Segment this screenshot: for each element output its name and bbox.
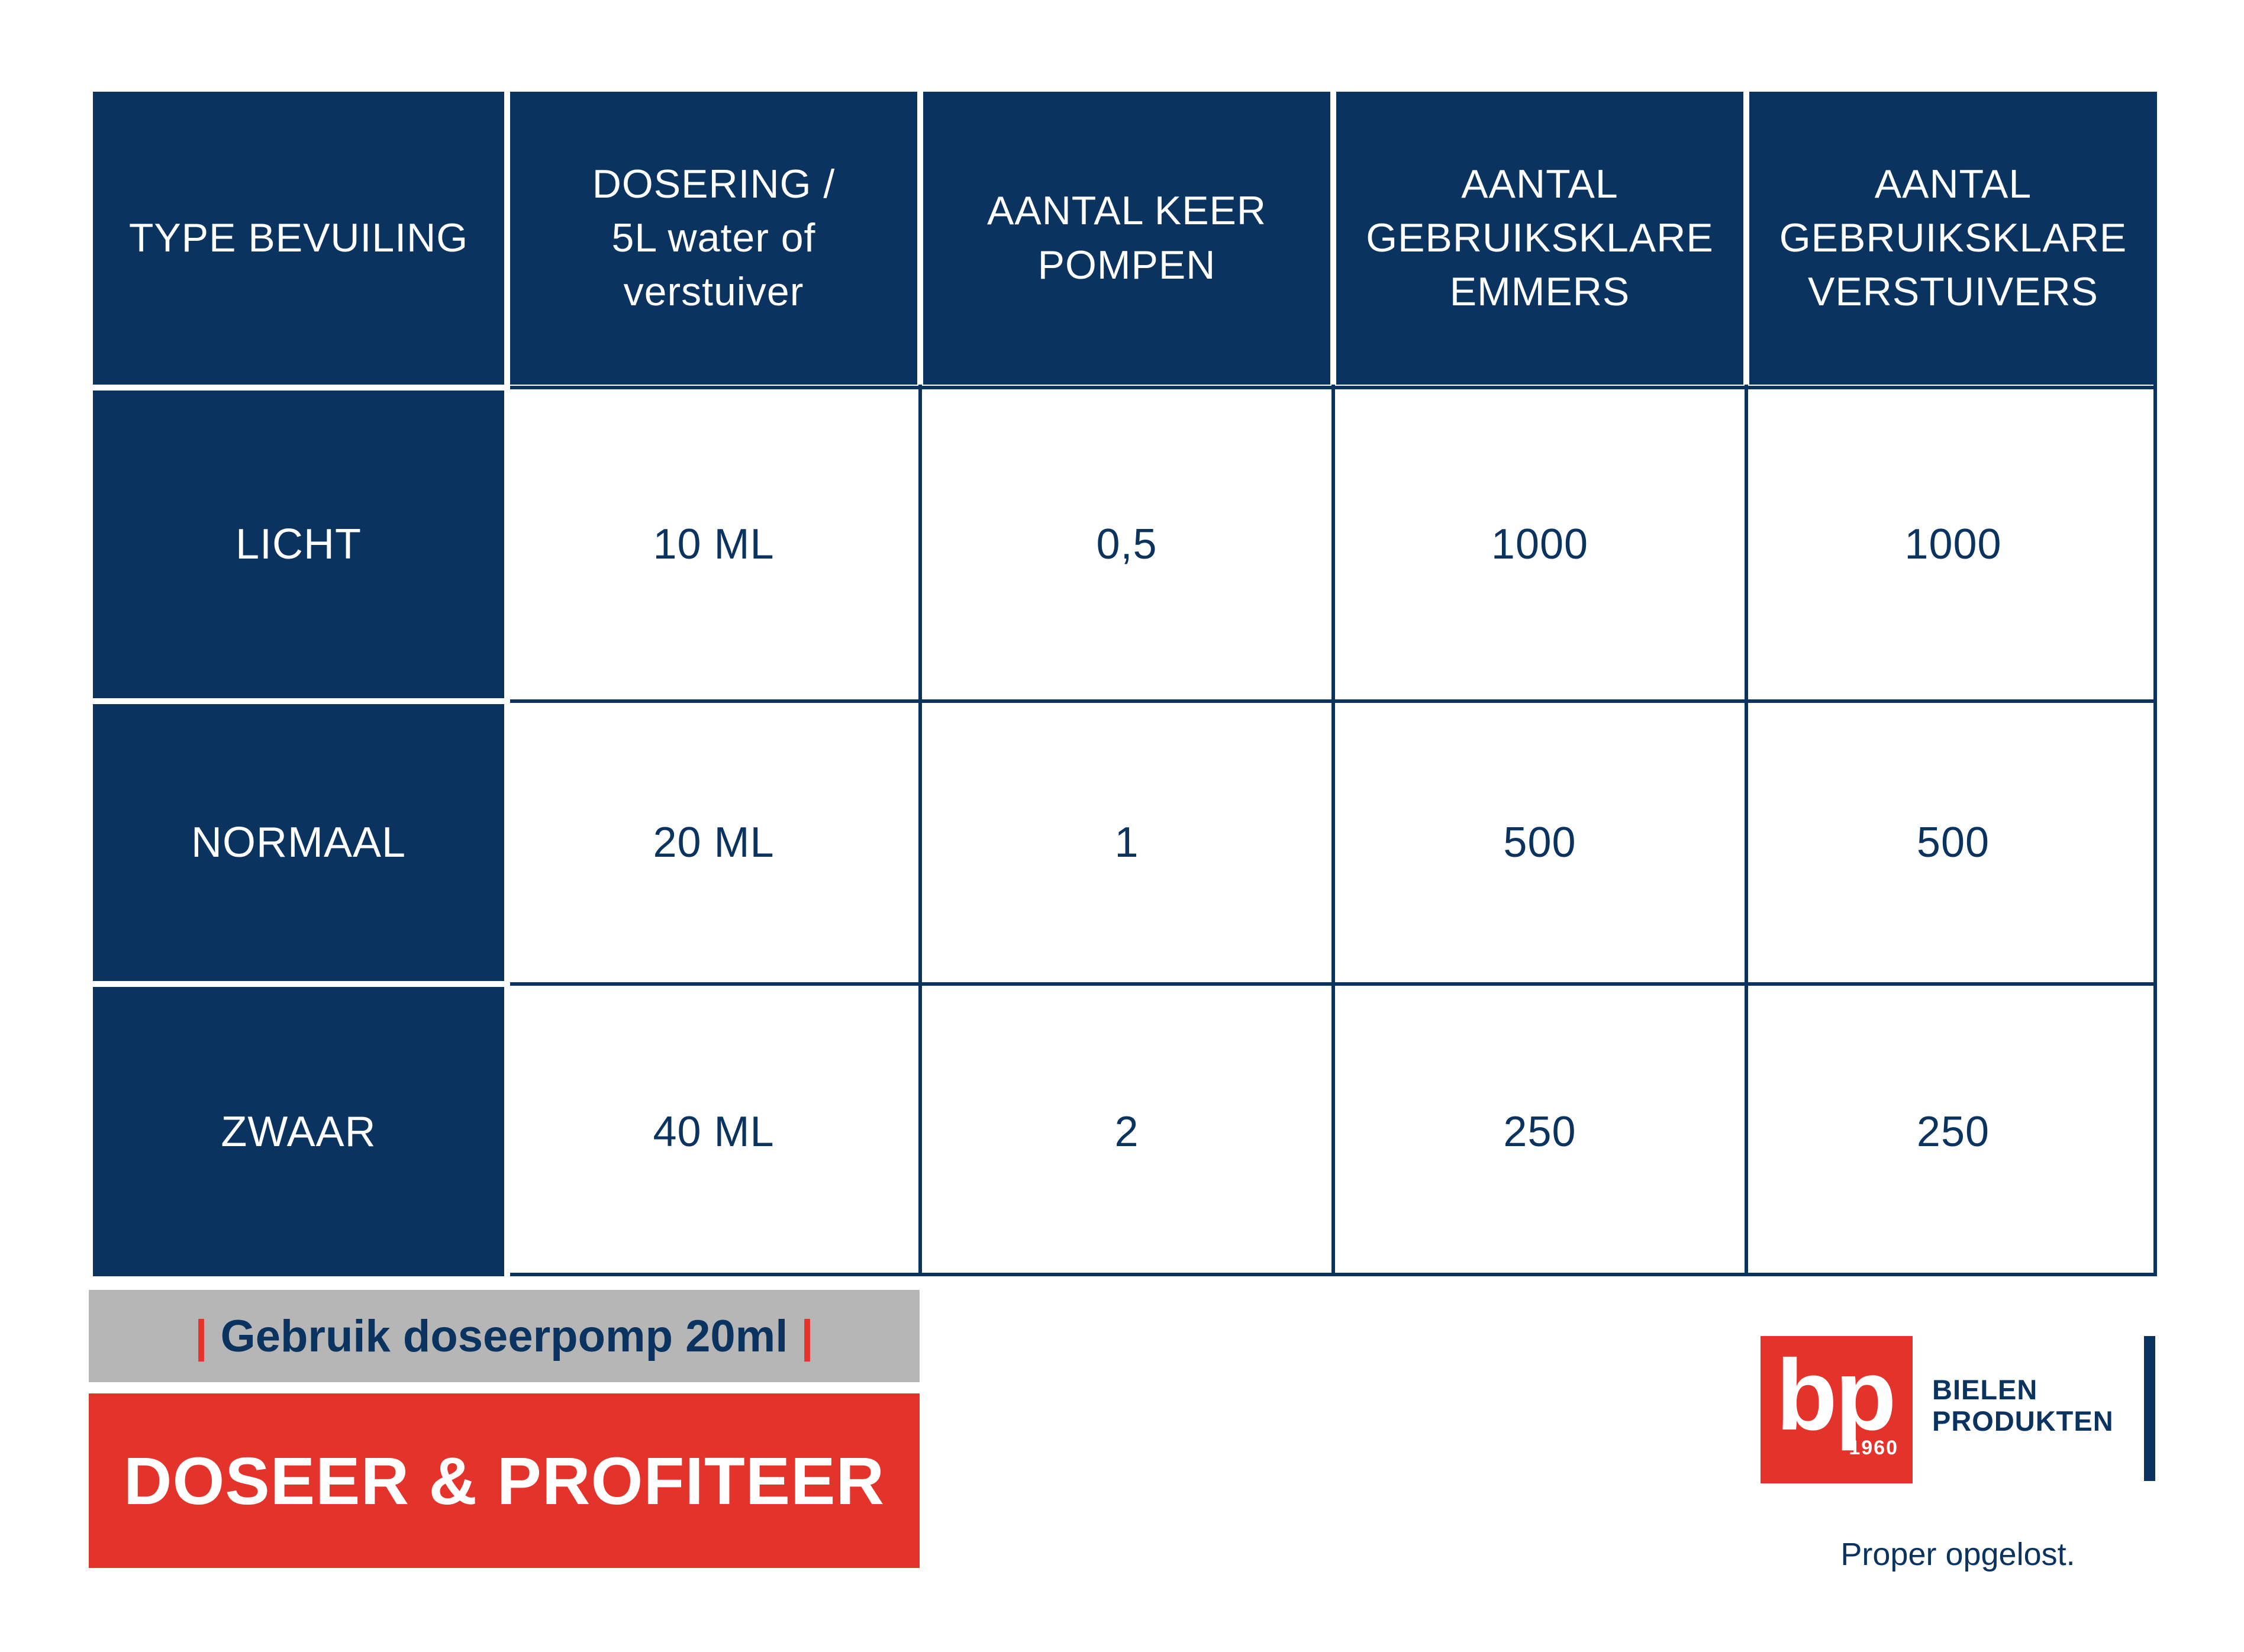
bp-logo: bp 1960 [1761,1336,1913,1483]
cell-zwaar-verstuivers: 250 [1749,987,2157,1276]
table-grid-line-vertical [918,385,922,1276]
table-grid-line-vertical [2153,385,2157,1276]
header-label: AANTAL GEBRUIKSKLARE VERSTUIVERS [1779,161,2127,315]
cell-value: 20 ML [653,819,775,866]
header-label: AANTAL KEER POMPEN [986,188,1267,288]
cell-value: 1000 [1904,521,2002,568]
red-pipe-right: | [801,1311,814,1361]
cell-licht-emmers: 1000 [1336,391,1743,698]
row-header-normaal: NORMAAL [93,704,504,981]
header-label: TYPE BEVUILING [128,215,469,260]
pump-note-banner: | Gebruik doseerpomp 20ml | [89,1290,920,1382]
cell-value: 2 [1114,1108,1139,1156]
cell-value: 1000 [1491,521,1589,568]
cell-zwaar-dosering: 40 ML [510,987,917,1276]
header-cell-aantal-keer-pompen: AANTAL KEER POMPEN [923,92,1330,385]
company-tagline: Proper opgelost. [1840,1537,2075,1572]
cell-zwaar-emmers: 250 [1336,987,1743,1276]
cell-normaal-pompen: 1 [923,704,1330,981]
cell-value: 500 [1916,819,1990,866]
red-pipe-left: | [195,1311,208,1361]
row-label: ZWAAR [221,1108,376,1156]
cell-normaal-emmers: 500 [1336,704,1743,981]
cell-value: 0,5 [1096,521,1158,568]
header-cell-gebruiksklare-emmers: AANTAL GEBRUIKSKLARE EMMERS [1336,92,1743,385]
row-header-zwaar: ZWAAR [93,987,504,1276]
slogan-banner: DOSEER & PROFITEER [89,1393,920,1568]
company-name-line1: BIELEN [1932,1374,2038,1405]
header-label: DOSERING / 5L water of verstuiver [592,161,836,315]
bp-logo-year: 1960 [1849,1437,1898,1459]
header-cell-dosering: DOSERING / 5L water of verstuiver [510,92,917,385]
cell-normaal-dosering: 20 ML [510,704,917,981]
cell-licht-dosering: 10 ML [510,391,917,698]
cell-value: 500 [1503,819,1576,866]
row-label: NORMAAL [191,819,407,866]
header-cell-type-bevuiling: TYPE BEVUILING [93,92,504,385]
slogan-text: DOSEER & PROFITEER [123,1443,885,1518]
cell-value: 1 [1114,819,1139,866]
company-name-line2: PRODUKTEN [1932,1405,2114,1437]
dosing-table: TYPE BEVUILING DOSERING / 5L water of ve… [93,92,2157,1276]
cell-value: 10 ML [653,521,775,568]
table-grid-line-vertical [1331,385,1335,1276]
row-header-licht: LICHT [93,391,504,698]
cell-normaal-verstuivers: 500 [1749,704,2157,981]
pump-note-text: Gebruik doseerpomp 20ml [220,1311,788,1361]
row-label: LICHT [235,521,362,568]
cell-value: 40 ML [653,1108,775,1156]
cell-value: 250 [1916,1108,1990,1156]
header-label: AANTAL GEBRUIKSKLARE EMMERS [1366,161,1714,315]
company-name: BIELEN PRODUKTEN [1932,1374,2114,1437]
table-grid-line-vertical [1745,385,1748,1276]
cell-value: 250 [1503,1108,1576,1156]
cell-licht-pompen: 0,5 [923,391,1330,698]
logo-divider-bar [2144,1336,2155,1481]
bp-monogram: bp [1776,1339,1897,1451]
cell-licht-verstuivers: 1000 [1749,391,2157,698]
header-cell-gebruiksklare-verstuivers: AANTAL GEBRUIKSKLARE VERSTUIVERS [1749,92,2157,385]
cell-zwaar-pompen: 2 [923,987,1330,1276]
